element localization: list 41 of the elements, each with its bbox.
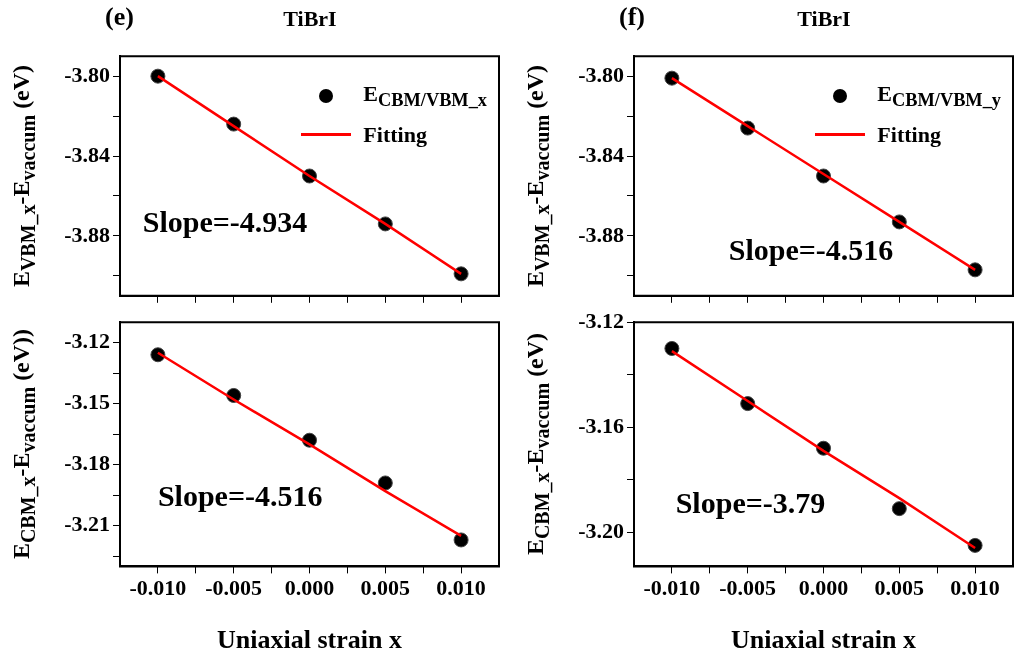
y-tick-label: -3.80 [578,61,624,87]
chart-subtitle: TiBrI [283,6,337,31]
y-tick-label: -3.88 [64,221,110,247]
point [891,501,907,517]
x-tick-label: 0.000 [798,575,849,601]
point [377,475,393,491]
y-tick-label: -3.12 [578,307,624,333]
annotation: Slope=-4.934 [142,204,308,238]
chart-subtitle: TiBrI [797,6,851,31]
y-tick-label: -3.18 [64,450,110,476]
legend-label: E$_{CBM/VBM_x}$ [363,81,487,112]
y-tick-label: -3.16 [578,412,624,438]
y-tick-label: -3.84 [64,141,110,167]
chart-title: (e) [105,2,134,32]
legend-label: Fitting [877,121,941,148]
y-tick-label: -3.84 [578,141,624,167]
y-tick-label: -3.15 [64,389,110,415]
x-tick-label: -0.010 [643,575,701,601]
y-tick-label: -3.20 [578,517,624,543]
legend-label: Fitting [363,121,427,148]
x-tick-label: 0.000 [284,575,335,601]
annotation: Slope=-4.516 [728,233,894,267]
chart-title: (f) [619,2,645,32]
x-tick-label: 0.010 [950,575,1000,601]
y-tick-label: -3.21 [64,511,110,537]
x-tick-label: 0.005 [360,575,411,601]
point [664,340,680,356]
x-tick-label: 0.005 [874,575,925,601]
y-tick-label: -3.12 [64,328,110,354]
x-tick-label: -0.005 [719,575,777,601]
y-tick-label: -3.80 [64,61,110,87]
point [453,532,469,548]
y-tick-label: -3.88 [578,221,624,247]
annotation: Slope=-3.79 [675,486,826,520]
x-axis-title: Uniaxial strain x [731,625,916,655]
x-tick-label: -0.010 [129,575,187,601]
annotation: Slope=-4.516 [157,478,323,512]
x-tick-label: 0.010 [436,575,486,601]
x-tick-label: -0.005 [205,575,263,601]
legend-label: E$_{CBM/VBM_y}$ [877,81,1001,112]
x-axis-title: Uniaxial strain x [217,625,402,655]
